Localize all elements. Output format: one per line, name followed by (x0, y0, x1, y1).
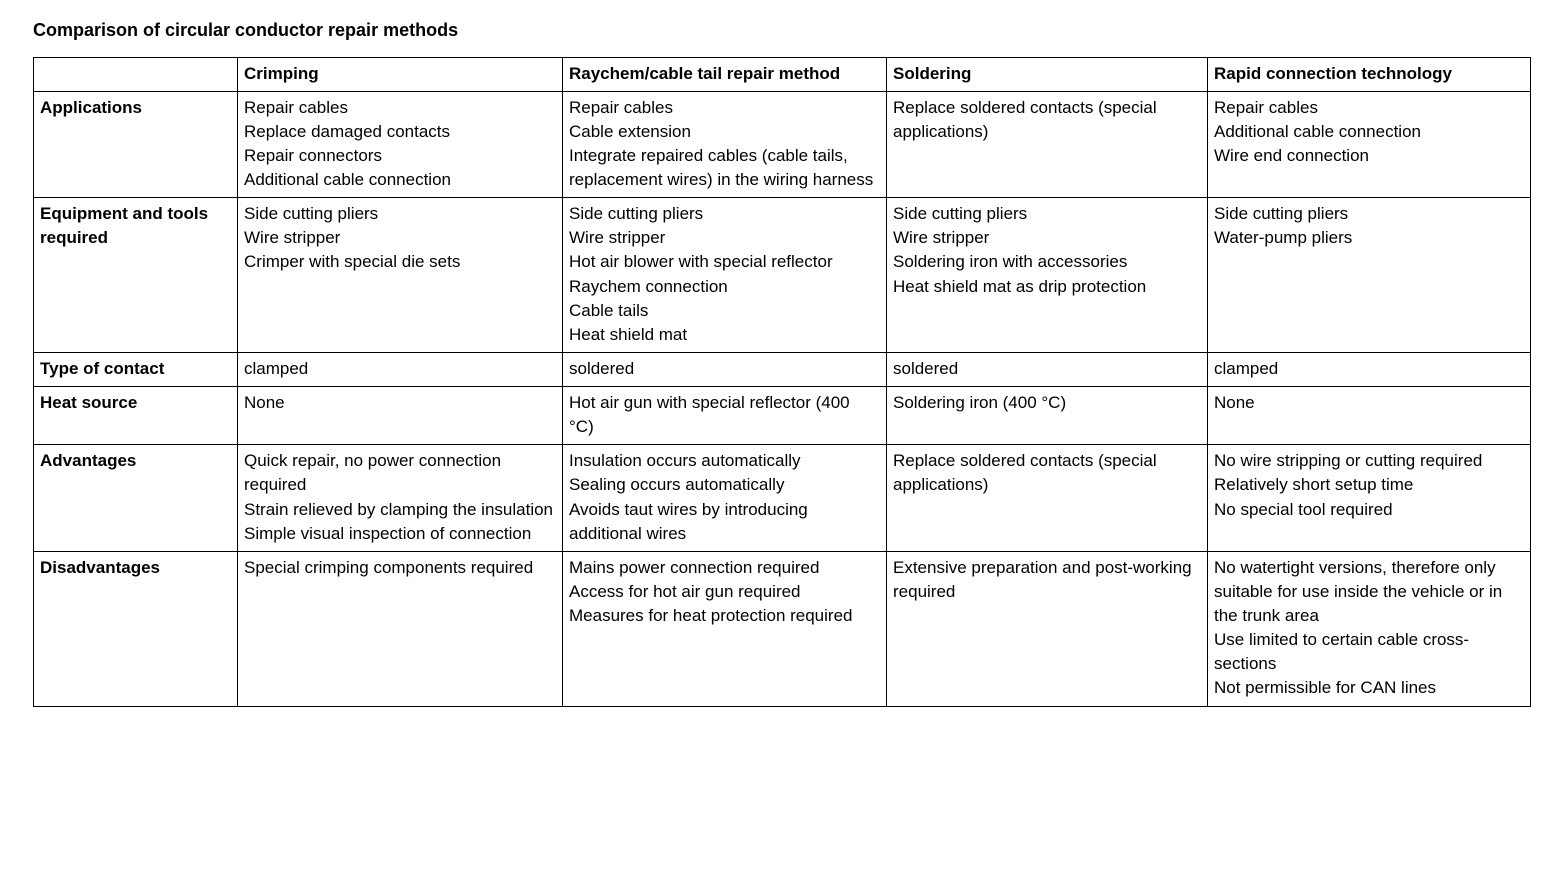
page-title: Comparison of circular conductor repair … (33, 20, 459, 40)
table-cell: Special crimping components required (237, 550, 563, 707)
table-row: Applications Repair cables Replace damage… (33, 90, 1531, 199)
table-header: Crimping Raychem/cable tail repair method… (33, 56, 1531, 92)
table-row: Equipment and tools required Side cutting… (33, 197, 1531, 353)
table-body: Applications Repair cables Replace damage… (33, 90, 1531, 707)
column-header: Rapid connection technology (1207, 56, 1531, 92)
header-row: Crimping Raychem/cable tail repair method… (33, 56, 1531, 92)
table-cell: Replace soldered contacts (special appli… (886, 444, 1208, 552)
table-cell: soldered (562, 351, 887, 388)
table-cell: Side cutting pliers Wire stripper Crimpe… (237, 197, 563, 353)
table-cell: No wire stripping or cutting required Re… (1207, 444, 1531, 552)
table-cell: Side cutting pliers Wire stripper Hot ai… (562, 197, 887, 353)
table-row: Advantages Quick repair, no power connect… (33, 444, 1531, 552)
table-cell: Insulation occurs automatically Sealing … (562, 444, 887, 552)
table-cell: Repair cables Replace damaged contacts R… (237, 90, 563, 199)
table-row: Disadvantages Special crimping components… (33, 550, 1531, 707)
table-cell: Side cutting pliers Water-pump pliers (1207, 197, 1531, 353)
column-header: Raychem/cable tail repair method (562, 56, 887, 92)
row-label: Applications (33, 90, 238, 199)
table-cell: No watertight versions, therefore only s… (1207, 550, 1531, 707)
table-cell: None (237, 386, 563, 446)
table-cell: Quick repair, no power connection requir… (237, 444, 563, 552)
corner-header-cell (33, 56, 238, 92)
comparison-table: Crimping Raychem/cable tail repair method… (33, 56, 1531, 707)
row-label: Advantages (33, 444, 238, 552)
table-cell: clamped (237, 351, 563, 388)
table-cell: Repair cables Cable extension Integrate … (562, 90, 887, 199)
row-label: Disadvantages (33, 550, 238, 707)
table-cell: None (1207, 386, 1531, 446)
row-label: Equipment and tools required (33, 197, 238, 353)
table-cell: clamped (1207, 351, 1531, 388)
row-label: Heat source (33, 386, 238, 446)
table-cell: Hot air gun with special reflector (400 … (562, 386, 887, 446)
table-cell: Soldering iron (400 °C) (886, 386, 1208, 446)
table-row: Type of contact clamped soldered soldered cl… (33, 351, 1531, 388)
table-cell: Replace soldered contacts (special appli… (886, 90, 1208, 199)
table-cell: soldered (886, 351, 1208, 388)
table-cell: Extensive preparation and post-working r… (886, 550, 1208, 707)
table-cell: Repair cables Additional cable connectio… (1207, 90, 1531, 199)
column-header: Soldering (886, 56, 1208, 92)
table-row: Heat source None Hot air gun with special … (33, 386, 1531, 446)
table-cell: Mains power connection required Access f… (562, 550, 887, 707)
column-header: Crimping (237, 56, 563, 92)
row-label: Type of contact (33, 351, 238, 388)
table-cell: Side cutting pliers Wire stripper Solder… (886, 197, 1208, 353)
